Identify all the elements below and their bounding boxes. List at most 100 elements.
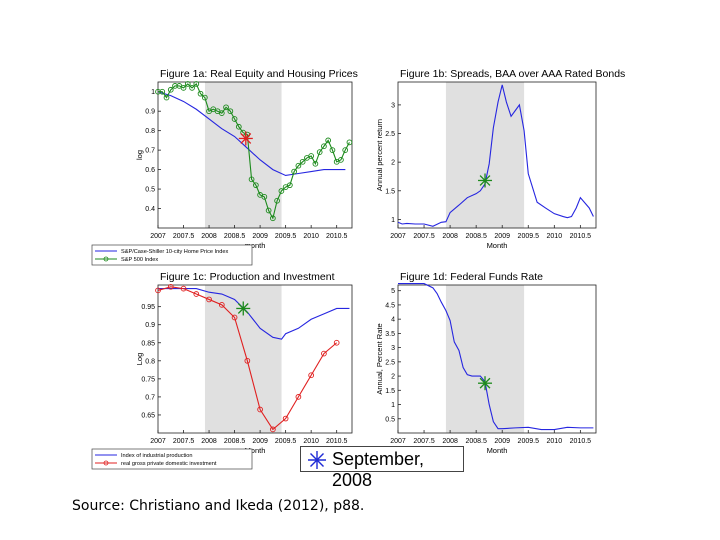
x-tick-label: 2009.5 [275, 233, 297, 240]
y-tick-label: 1.5 [385, 188, 395, 195]
data-point [223, 104, 229, 111]
legend-entry: S&P/Case-Shiller 10-city Home Price Inde… [121, 249, 228, 255]
x-tick-label: 2009.5 [518, 233, 540, 240]
x-tick-label: 2007 [390, 438, 406, 445]
x-tick-label: 2009.5 [518, 438, 540, 445]
data-point [201, 94, 208, 101]
data-point [321, 143, 327, 150]
data-point [180, 84, 187, 91]
data-point [253, 182, 259, 189]
highlight-legend: September, 2008 [300, 446, 464, 490]
x-axis-label: Month [245, 446, 266, 455]
y-tick-label: 0.8 [145, 128, 155, 135]
data-point [184, 81, 191, 87]
series-line [158, 83, 350, 220]
data-point [346, 139, 353, 146]
chart-title: Figure 1a: Real Equity and Housing Price… [160, 68, 358, 80]
x-tick-label: 2007 [150, 438, 166, 445]
x-tick-label: 2009 [252, 233, 268, 240]
data-point [287, 182, 293, 189]
chart-title: Figure 1b: Spreads, BAA over AAA Rated B… [400, 68, 625, 80]
chart-title: Figure 1c: Production and Investment [160, 271, 335, 283]
y-tick-label: 0.6 [145, 167, 155, 174]
x-tick-label: 2010 [303, 233, 319, 240]
x-axis-label: Month [487, 241, 508, 250]
y-tick-label: 0.5 [385, 416, 395, 423]
data-point [167, 86, 174, 93]
x-tick-label: 2010.5 [326, 233, 348, 240]
y-tick-label: 1.5 [385, 388, 395, 395]
legend-entry: Index of industrial production [121, 453, 193, 459]
data-point [295, 162, 302, 169]
y-tick-label: 2.5 [385, 131, 395, 138]
star-marker-icon [308, 451, 326, 469]
plot-frame [397, 81, 597, 229]
y-tick-label: 0.85 [141, 340, 155, 347]
y-axis-label: log [135, 150, 144, 160]
data-point [299, 158, 306, 165]
data-point [261, 194, 268, 200]
x-axis-label: Month [487, 446, 508, 455]
chart-title: Figure 1d: Federal Funds Rate [400, 271, 543, 283]
x-tick-label: 2008 [201, 438, 217, 445]
data-point [189, 84, 195, 91]
x-tick-label: 2008.5 [224, 438, 246, 445]
data-point [218, 302, 225, 308]
data-point [163, 94, 170, 101]
data-point [257, 406, 263, 413]
series-line [397, 84, 594, 227]
y-tick-label: 0.9 [145, 109, 155, 116]
y-tick-label: 1 [151, 89, 155, 96]
data-point [333, 339, 340, 346]
highlight-legend-label: September, 2008 [332, 449, 425, 490]
data-point [231, 116, 238, 122]
data-point [218, 110, 225, 116]
x-tick-label: 2007.5 [173, 438, 195, 445]
y-tick-label: 0.4 [145, 206, 155, 213]
y-tick-label: 0.9 [145, 322, 155, 329]
y-tick-label: 4.5 [385, 302, 395, 309]
data-point [248, 176, 255, 183]
chart-legend [91, 244, 253, 266]
data-point [282, 415, 289, 422]
x-tick-label: 2008 [201, 233, 217, 240]
y-tick-label: 0.8 [145, 358, 155, 365]
data-point [197, 90, 204, 97]
y-axis-label: Annual, Percent Rate [375, 323, 384, 394]
x-tick-label: 2007.5 [413, 233, 435, 240]
y-tick-label: 2 [391, 160, 395, 167]
data-point [274, 197, 280, 204]
x-tick-label: 2009 [494, 233, 510, 240]
data-point [270, 426, 276, 433]
y-tick-label: 0.7 [145, 148, 155, 155]
chart-legend [91, 448, 253, 470]
y-tick-label: 0.5 [145, 187, 155, 194]
data-point [159, 88, 166, 95]
x-tick-label: 2007.5 [173, 233, 195, 240]
x-tick-label: 2010 [547, 438, 563, 445]
legend-marker [103, 256, 109, 262]
plot-frame [157, 81, 353, 229]
plot-frame [157, 284, 353, 434]
data-point [316, 149, 323, 155]
data-point [167, 283, 174, 290]
series-line [157, 286, 338, 431]
recession-shade [204, 82, 282, 228]
x-tick-label: 2007 [390, 233, 406, 240]
legend-entry: real gross private domestic investment [121, 461, 217, 467]
series-line [157, 91, 346, 177]
september-2008-star [478, 376, 493, 391]
recession-shade [445, 82, 525, 228]
x-tick-label: 2008.5 [465, 233, 487, 240]
x-tick-label: 2010.5 [570, 438, 592, 445]
data-point [329, 147, 336, 153]
x-tick-label: 2010.5 [326, 438, 348, 445]
data-point [231, 314, 238, 321]
recession-shade [445, 285, 525, 433]
data-point [308, 372, 315, 379]
legend-marker [103, 460, 109, 466]
data-point [308, 153, 315, 159]
y-tick-label: 0.75 [141, 376, 155, 383]
y-tick-label: 2 [391, 374, 395, 381]
